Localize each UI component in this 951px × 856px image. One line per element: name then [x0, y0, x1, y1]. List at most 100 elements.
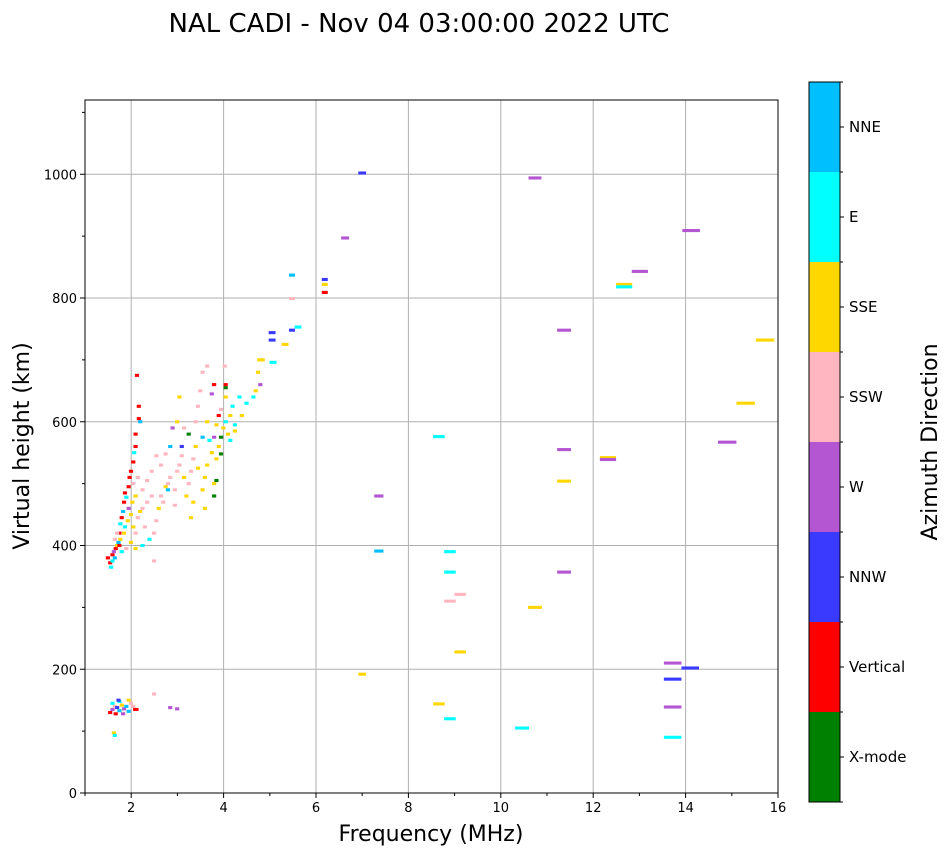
data-point-nne [116, 540, 121, 544]
data-point-nnw [115, 706, 120, 710]
data-point-x-mode [186, 432, 191, 436]
data-point-sse [115, 543, 120, 548]
data-point-w [121, 712, 126, 716]
data-point-vertical [133, 432, 138, 436]
data-point-sse [214, 423, 219, 427]
data-point-nnw [268, 338, 276, 342]
data-point-x-mode [212, 494, 217, 498]
data-point-ssw [131, 704, 136, 708]
data-point-ssw [175, 469, 180, 473]
data-point-e [244, 401, 249, 405]
data-point-vertical [108, 561, 113, 565]
data-point-w [717, 440, 737, 444]
data-point-vertical [108, 711, 113, 715]
data-point-ssw [133, 531, 138, 535]
data-point-w [121, 707, 127, 711]
data-point-sse [321, 282, 328, 286]
data-point-e [109, 565, 114, 569]
colorbar-label-x-mode: X-mode [849, 748, 906, 766]
grid [85, 100, 779, 793]
data-point-w [682, 229, 700, 233]
data-point-sse [121, 531, 127, 535]
data-point-ssw [172, 488, 177, 492]
data-point-sse [202, 475, 207, 479]
data-point-w [631, 269, 648, 273]
data-point-sse [191, 500, 196, 504]
data-point-vertical [223, 383, 228, 387]
data-point-w [110, 707, 115, 712]
colorbar-label-e: E [849, 208, 858, 226]
data-point-w [528, 176, 542, 180]
colorbar-segment [809, 712, 840, 802]
data-point-sse [225, 432, 231, 436]
data-point-vertical [121, 500, 127, 504]
data-point-e [616, 285, 633, 289]
data-point-ssw [454, 592, 466, 596]
data-point-sse [253, 389, 258, 393]
data-point-ssw [444, 599, 456, 603]
data-point-vertical [105, 556, 110, 560]
data-point-sse [214, 457, 219, 461]
data-point-ssw [140, 488, 145, 492]
colorbar: X-mode Vertical NNW W SSW SSE E NNE [808, 81, 906, 803]
data-point-sse [195, 466, 201, 470]
data-point-sse [193, 444, 198, 449]
data-point-vertical [136, 417, 141, 421]
data-point-nne [126, 709, 131, 713]
data-point-e [444, 550, 456, 554]
data-point-sse [255, 370, 261, 374]
data-point-sse [128, 540, 134, 544]
data-point-e [110, 701, 115, 705]
y-axis-label: Virtual height (km) [10, 342, 35, 549]
data-point-ssw [191, 457, 196, 461]
data-point-sse [228, 414, 233, 418]
data-point-sse [223, 395, 228, 399]
data-point-vertical [117, 543, 122, 548]
x-tick-label: 4 [219, 801, 227, 816]
data-point-x-mode [214, 478, 219, 483]
data-point-w [258, 383, 263, 387]
data-point-sse [209, 451, 214, 455]
data-point-w [663, 661, 682, 665]
x-tick-label: 8 [404, 801, 412, 816]
data-point-sse [599, 456, 617, 460]
data-point-e [444, 717, 456, 721]
data-point-nne [138, 420, 143, 424]
data-point-sse [126, 698, 131, 702]
data-point-sse [281, 342, 289, 346]
data-point-sse [131, 525, 136, 529]
data-point-ssw [151, 531, 157, 535]
data-point-ssw [195, 404, 201, 408]
data-point-x-mode [223, 386, 228, 390]
data-point-ssw [151, 559, 157, 563]
colorbar-segment [809, 622, 840, 712]
data-point-nne [165, 488, 171, 492]
data-point-ssw [200, 370, 205, 374]
data-point-ssw [179, 454, 184, 458]
data-point-sse [239, 414, 244, 418]
x-tick-label: 14 [677, 801, 694, 816]
data-point-sse [177, 395, 182, 399]
data-point-sse [202, 506, 207, 510]
chart-title: NAL CADI - Nov 04 03:00:00 2022 UTC [169, 9, 670, 39]
data-point-sse [200, 488, 205, 492]
data-point-ssw [124, 547, 129, 551]
data-point-ssw [186, 482, 191, 486]
data-point-sse [133, 547, 138, 551]
data-point-sse [128, 513, 134, 517]
data-point-e [269, 360, 277, 364]
y-tick-label: 800 [52, 292, 77, 307]
data-point-vertical [110, 553, 115, 557]
data-point-vertical [136, 404, 141, 408]
data-point-vertical [117, 531, 122, 535]
colorbar-label-ssw: SSW [849, 388, 883, 406]
data-point-ssw [135, 475, 140, 479]
data-point-e [251, 395, 256, 399]
data-point-sse [212, 482, 217, 486]
data-point-sse [205, 420, 210, 424]
data-point-e [515, 726, 529, 730]
data-point-vertical [113, 712, 118, 716]
data-point-w [341, 236, 350, 240]
data-point-sse [125, 519, 130, 523]
colorbar-label-vertical: Vertical [849, 658, 905, 676]
